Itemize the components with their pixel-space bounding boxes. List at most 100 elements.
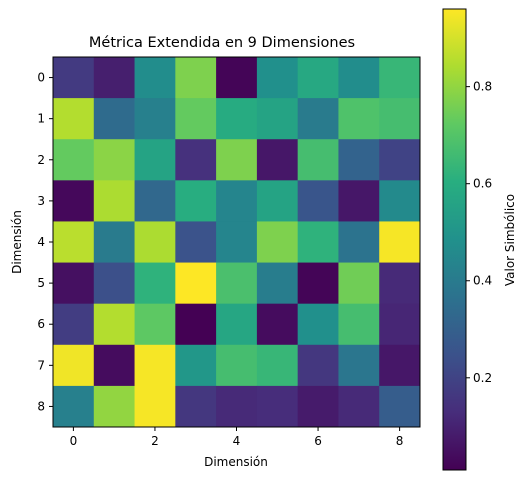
heatmap-cell xyxy=(216,385,258,428)
colorbar-tick-label: 0.6 xyxy=(473,177,492,191)
heatmap-cell xyxy=(175,221,217,263)
heatmap-cell xyxy=(256,262,299,305)
colorbar-ticks: 0.2 0.4 0.6 0.8 xyxy=(466,80,492,385)
heatmap-cell xyxy=(216,180,258,222)
heatmap-cell xyxy=(175,57,217,99)
x-tick-label: 6 xyxy=(314,434,322,448)
heatmap-cell xyxy=(256,98,299,140)
x-tick-label: 0 xyxy=(70,434,78,448)
y-tick-label: 8 xyxy=(37,399,45,413)
heatmap-cell xyxy=(175,180,217,222)
heatmap-cell xyxy=(134,303,176,346)
heatmap-cell xyxy=(338,139,380,181)
heatmap-cell xyxy=(338,221,380,263)
heatmap-cell xyxy=(338,344,380,387)
heatmap-cell xyxy=(216,303,258,346)
heatmap-cell xyxy=(134,139,176,181)
heatmap-cell xyxy=(134,57,176,99)
heatmap-cell xyxy=(297,57,339,99)
heatmap-cell xyxy=(256,139,299,181)
heatmap-cell xyxy=(338,385,380,428)
colorbar xyxy=(443,9,466,470)
heatmap-cell xyxy=(379,385,421,428)
y-tick-label: 5 xyxy=(37,276,45,290)
heatmap-cell xyxy=(93,385,135,428)
heatmap-cells xyxy=(53,57,421,428)
heatmap-cell xyxy=(134,344,176,387)
heatmap-cell xyxy=(297,262,339,305)
y-tick-label: 7 xyxy=(37,358,45,372)
heatmap-cell xyxy=(93,139,135,181)
colorbar-tick-label: 0.2 xyxy=(473,371,492,385)
heatmap-cell xyxy=(297,385,339,428)
colorbar-tick-label: 0.8 xyxy=(473,80,492,94)
heatmap-cell xyxy=(175,303,217,346)
x-axis-label: Dimensión xyxy=(204,455,268,469)
colorbar-tick-label: 0.4 xyxy=(473,274,492,288)
heatmap-cell xyxy=(134,98,176,140)
heatmap-cell xyxy=(379,221,421,263)
heatmap-cell xyxy=(256,180,299,222)
y-tick-label: 2 xyxy=(37,153,45,167)
heatmap-cell xyxy=(53,221,95,263)
heatmap-cell xyxy=(53,303,95,346)
heatmap-cell xyxy=(216,98,258,140)
y-axis-ticks: 0 1 2 3 4 5 6 7 8 xyxy=(37,71,53,413)
x-tick-label: 8 xyxy=(396,434,404,448)
heatmap-cell xyxy=(93,57,135,99)
heatmap-cell xyxy=(338,262,380,305)
heatmap-cell xyxy=(297,180,339,222)
heatmap-cell xyxy=(93,98,135,140)
heatmap-cell xyxy=(175,344,217,387)
colorbar-label: Valor Simbólico xyxy=(503,194,517,286)
heatmap-cell xyxy=(93,303,135,346)
heatmap-cell xyxy=(53,344,95,387)
heatmap-cell xyxy=(256,303,299,346)
heatmap-cell xyxy=(379,303,421,346)
heatmap-cell xyxy=(216,221,258,263)
heatmap-cell xyxy=(93,221,135,263)
heatmap-cell xyxy=(53,262,95,305)
heatmap-cell xyxy=(175,385,217,428)
heatmap-cell xyxy=(379,139,421,181)
heatmap-cell xyxy=(256,57,299,99)
heatmap-cell xyxy=(134,221,176,263)
heatmap-cell xyxy=(379,262,421,305)
heatmap-cell xyxy=(256,344,299,387)
heatmap-cell xyxy=(256,385,299,428)
heatmap-cell xyxy=(216,139,258,181)
y-tick-label: 1 xyxy=(37,112,45,126)
heatmap-cell xyxy=(379,180,421,222)
heatmap-cell xyxy=(53,385,95,428)
y-tick-label: 3 xyxy=(37,194,45,208)
heatmap-cell xyxy=(93,180,135,222)
heatmap-cell xyxy=(216,262,258,305)
y-axis-label: Dimensión xyxy=(10,210,24,274)
heatmap-cell xyxy=(175,98,217,140)
x-axis-ticks: 0 2 4 6 8 xyxy=(70,427,404,448)
heatmap-cell xyxy=(297,221,339,263)
heatmap-cell xyxy=(93,262,135,305)
colorbar-frame xyxy=(442,8,467,471)
heatmap-cell xyxy=(53,98,95,140)
heatmap-cell xyxy=(297,139,339,181)
y-tick-label: 6 xyxy=(37,317,45,331)
heatmap-cell xyxy=(53,180,95,222)
chart-title: Métrica Extendida en 9 Dimensiones xyxy=(89,35,355,51)
heatmap-cell xyxy=(175,139,217,181)
heatmap-cell xyxy=(338,57,380,99)
heatmap-cell xyxy=(53,139,95,181)
heatmap-cell xyxy=(379,98,421,140)
heatmap-cell xyxy=(175,262,217,305)
heatmap-cell xyxy=(297,98,339,140)
heatmap-cell xyxy=(338,303,380,346)
heatmap-cell xyxy=(134,385,176,428)
heatmap-cell xyxy=(338,98,380,140)
heatmap-cell xyxy=(379,57,421,99)
heatmap-cell xyxy=(297,344,339,387)
heatmap-cell xyxy=(216,344,258,387)
heatmap-cell xyxy=(216,57,258,99)
heatmap-cell xyxy=(93,344,135,387)
y-tick-label: 4 xyxy=(37,235,45,249)
